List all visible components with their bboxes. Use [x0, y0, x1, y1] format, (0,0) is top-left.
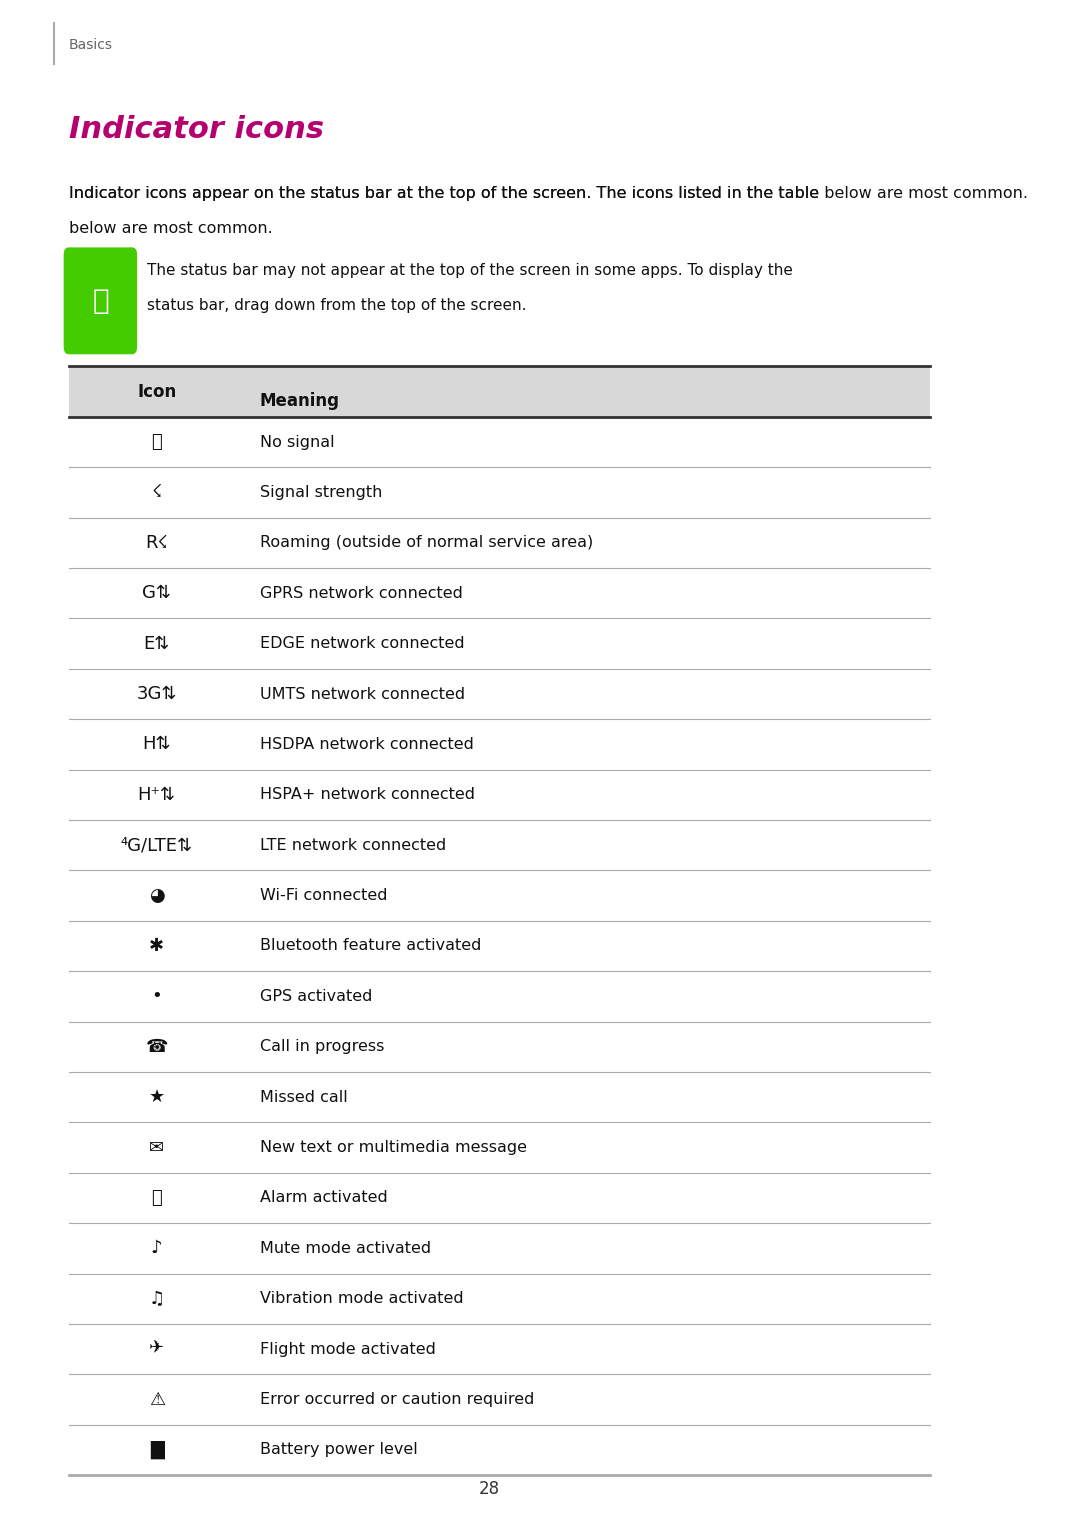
Text: HSPA+ network connected: HSPA+ network connected — [259, 788, 474, 802]
Text: ☇: ☇ — [151, 484, 162, 501]
Text: New text or multimedia message: New text or multimedia message — [259, 1141, 527, 1154]
Text: Missed call: Missed call — [259, 1090, 348, 1104]
Bar — [68, 1324, 931, 1374]
Text: The status bar may not appear at the top of the screen in some apps. To display : The status bar may not appear at the top… — [147, 263, 793, 278]
Text: Indicator icons appear on the status bar at the top of the screen. The icons lis: Indicator icons appear on the status bar… — [68, 186, 1027, 202]
Bar — [68, 417, 931, 467]
Text: ♫: ♫ — [149, 1290, 165, 1307]
Bar — [68, 669, 931, 719]
Text: LTE network connected: LTE network connected — [259, 838, 446, 852]
Text: 🔔: 🔔 — [93, 287, 109, 315]
Text: Error occurred or caution required: Error occurred or caution required — [259, 1393, 534, 1406]
Bar — [68, 1223, 931, 1274]
Text: HSDPA network connected: HSDPA network connected — [259, 738, 473, 751]
Text: Meaning: Meaning — [259, 391, 339, 409]
Text: ⚠: ⚠ — [149, 1391, 165, 1408]
Bar — [68, 467, 931, 518]
Text: Icon: Icon — [137, 383, 176, 400]
Text: H⇅: H⇅ — [143, 736, 171, 753]
Text: Roaming (outside of normal service area): Roaming (outside of normal service area) — [259, 536, 593, 550]
Text: 3G⇅: 3G⇅ — [136, 686, 177, 702]
Text: H⁺⇅: H⁺⇅ — [138, 786, 176, 803]
Bar — [68, 1274, 931, 1324]
Text: ⏰: ⏰ — [151, 1190, 162, 1206]
Bar — [68, 568, 931, 618]
Bar — [68, 1425, 931, 1475]
Bar — [68, 870, 931, 921]
Text: Indicator icons appear on the status bar at the top of the screen. The icons lis: Indicator icons appear on the status bar… — [68, 186, 819, 202]
Text: ♪: ♪ — [151, 1240, 162, 1257]
Text: ◕: ◕ — [149, 887, 164, 904]
Bar — [68, 1374, 931, 1425]
Bar — [68, 618, 931, 669]
Text: 28: 28 — [480, 1480, 500, 1498]
Text: below are most common.: below are most common. — [68, 221, 272, 237]
Bar — [68, 518, 931, 568]
Text: ✈: ✈ — [149, 1341, 164, 1358]
Text: Battery power level: Battery power level — [259, 1443, 417, 1457]
Text: No signal: No signal — [259, 435, 334, 449]
Text: ★: ★ — [149, 1089, 165, 1106]
Text: Signal strength: Signal strength — [259, 486, 382, 499]
Text: ⁴G/LTE⇅: ⁴G/LTE⇅ — [121, 837, 192, 854]
Text: ☎: ☎ — [146, 1038, 167, 1055]
Text: GPS activated: GPS activated — [259, 989, 372, 1003]
Text: •: • — [151, 988, 162, 1005]
Text: Basics: Basics — [68, 38, 112, 52]
FancyBboxPatch shape — [68, 366, 931, 417]
Text: GPRS network connected: GPRS network connected — [259, 586, 462, 600]
Text: status bar, drag down from the top of the screen.: status bar, drag down from the top of th… — [147, 298, 526, 313]
Bar — [68, 921, 931, 971]
Text: G⇅: G⇅ — [143, 585, 172, 602]
Bar — [68, 971, 931, 1022]
Text: R☇: R☇ — [146, 534, 168, 551]
Text: EDGE network connected: EDGE network connected — [259, 637, 464, 651]
Bar — [68, 1122, 931, 1173]
Text: Flight mode activated: Flight mode activated — [259, 1342, 435, 1356]
Text: ⃠: ⃠ — [151, 434, 162, 450]
Bar — [68, 1173, 931, 1223]
Text: Mute mode activated: Mute mode activated — [259, 1241, 431, 1255]
Bar — [68, 820, 931, 870]
Text: ✱: ✱ — [149, 938, 164, 954]
Bar — [68, 1022, 931, 1072]
Text: Indicator icons: Indicator icons — [68, 115, 324, 144]
Text: Wi-Fi connected: Wi-Fi connected — [259, 889, 387, 902]
Text: Bluetooth feature activated: Bluetooth feature activated — [259, 939, 481, 953]
Text: Alarm activated: Alarm activated — [259, 1191, 388, 1205]
Bar — [68, 719, 931, 770]
Text: █: █ — [150, 1440, 164, 1460]
Text: UMTS network connected: UMTS network connected — [259, 687, 464, 701]
Text: ✉: ✉ — [149, 1139, 164, 1156]
Text: Call in progress: Call in progress — [259, 1040, 383, 1054]
Bar — [68, 770, 931, 820]
FancyBboxPatch shape — [64, 247, 137, 354]
Text: E⇅: E⇅ — [144, 635, 170, 652]
Bar — [68, 1072, 931, 1122]
Text: Vibration mode activated: Vibration mode activated — [259, 1292, 463, 1306]
